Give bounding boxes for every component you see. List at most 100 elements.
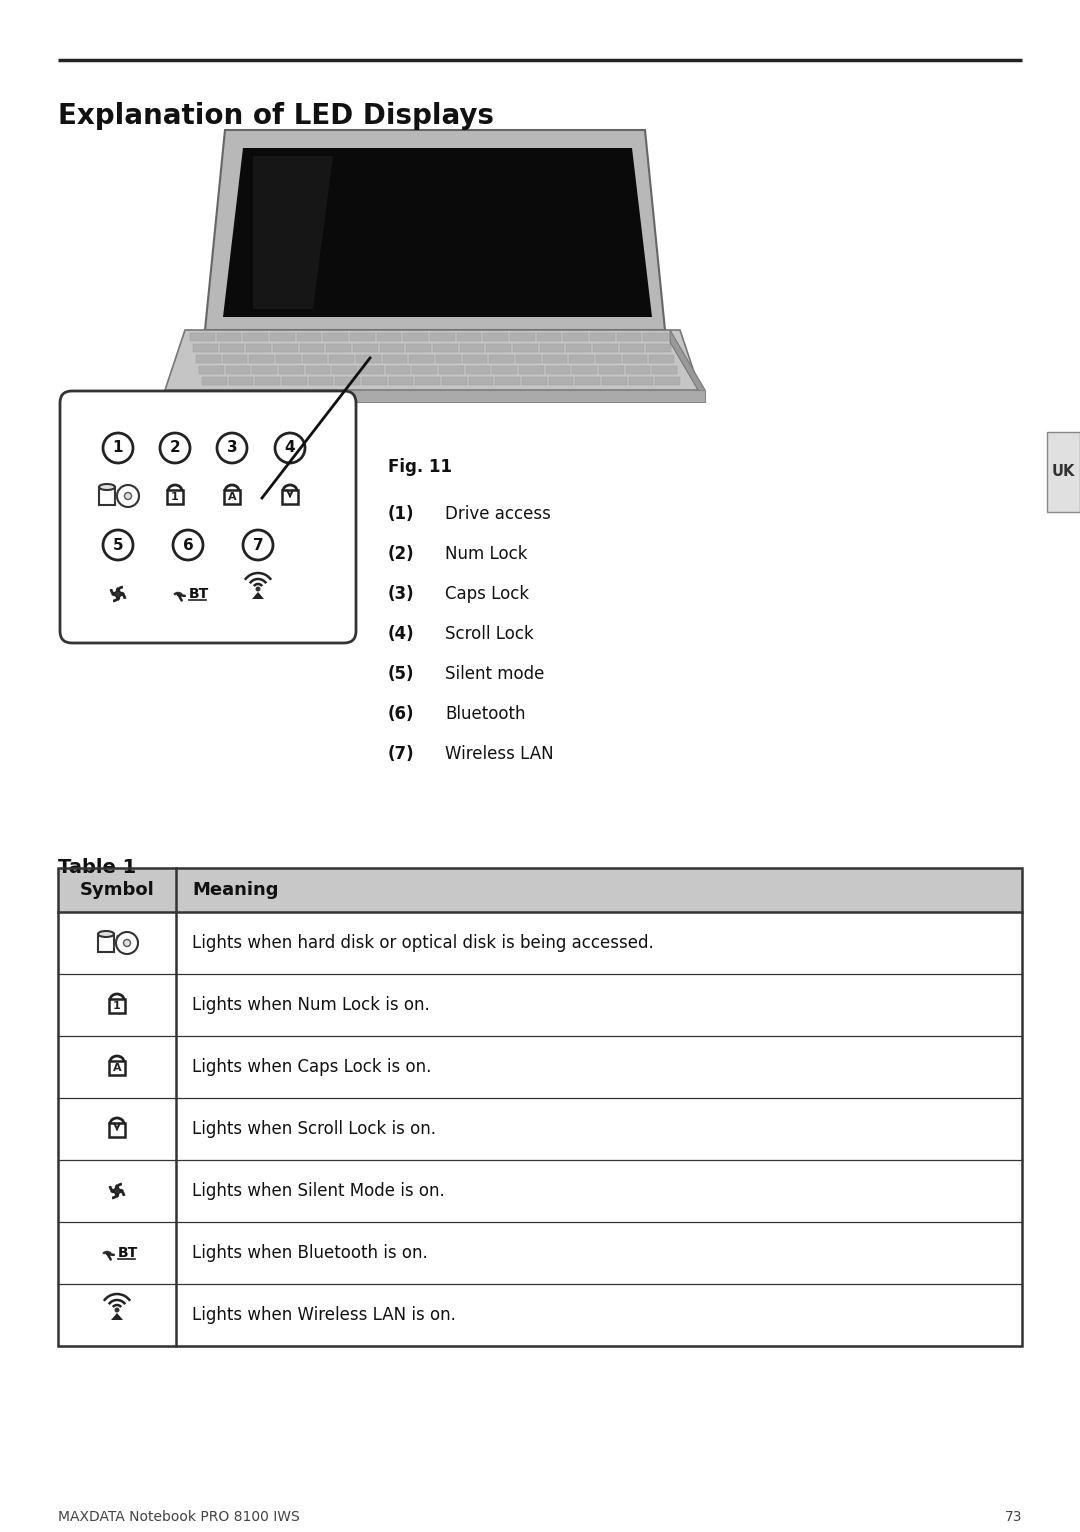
Polygon shape bbox=[644, 332, 669, 342]
Polygon shape bbox=[377, 332, 402, 342]
Polygon shape bbox=[222, 355, 247, 363]
Polygon shape bbox=[200, 329, 670, 345]
Text: 1: 1 bbox=[112, 441, 123, 455]
Polygon shape bbox=[629, 377, 653, 385]
Text: Lights when Wireless LAN is on.: Lights when Wireless LAN is on. bbox=[192, 1305, 456, 1324]
Polygon shape bbox=[253, 366, 276, 374]
Polygon shape bbox=[433, 345, 458, 352]
Polygon shape bbox=[549, 377, 573, 385]
Polygon shape bbox=[282, 377, 307, 385]
Polygon shape bbox=[199, 366, 224, 374]
Polygon shape bbox=[537, 332, 562, 342]
Polygon shape bbox=[576, 377, 600, 385]
Text: Caps Lock: Caps Lock bbox=[445, 585, 529, 604]
Polygon shape bbox=[625, 366, 650, 374]
Polygon shape bbox=[545, 366, 570, 374]
Text: (2): (2) bbox=[388, 545, 415, 562]
Text: BT: BT bbox=[118, 1246, 138, 1259]
Polygon shape bbox=[202, 377, 227, 385]
Polygon shape bbox=[276, 355, 300, 363]
Text: 2: 2 bbox=[170, 441, 180, 455]
Polygon shape bbox=[333, 366, 357, 374]
Polygon shape bbox=[489, 355, 514, 363]
Polygon shape bbox=[442, 377, 467, 385]
Polygon shape bbox=[217, 332, 241, 342]
Text: (3): (3) bbox=[388, 585, 415, 604]
Polygon shape bbox=[111, 1313, 123, 1321]
Polygon shape bbox=[569, 355, 594, 363]
Polygon shape bbox=[496, 377, 519, 385]
Text: (5): (5) bbox=[388, 665, 415, 683]
Polygon shape bbox=[564, 332, 588, 342]
Text: Num Lock: Num Lock bbox=[445, 545, 527, 562]
Text: Lights when Bluetooth is on.: Lights when Bluetooth is on. bbox=[192, 1244, 428, 1262]
Text: Lights when hard disk or optical disk is being accessed.: Lights when hard disk or optical disk is… bbox=[192, 935, 653, 951]
Text: 73: 73 bbox=[1004, 1511, 1022, 1524]
Polygon shape bbox=[193, 345, 218, 352]
Text: 7: 7 bbox=[253, 538, 264, 553]
Polygon shape bbox=[323, 332, 348, 342]
Polygon shape bbox=[380, 345, 404, 352]
Polygon shape bbox=[436, 355, 461, 363]
Polygon shape bbox=[492, 366, 517, 374]
Bar bbox=[167, 490, 183, 504]
Polygon shape bbox=[279, 366, 303, 374]
Polygon shape bbox=[309, 377, 334, 385]
Polygon shape bbox=[670, 329, 705, 401]
Polygon shape bbox=[190, 332, 215, 342]
FancyBboxPatch shape bbox=[60, 391, 356, 643]
Bar bbox=[58, 869, 1022, 912]
Polygon shape bbox=[306, 366, 330, 374]
Text: 6: 6 bbox=[183, 538, 193, 553]
Text: Drive access: Drive access bbox=[445, 506, 551, 522]
Bar bbox=[109, 1123, 125, 1137]
Text: Lights when Scroll Lock is on.: Lights when Scroll Lock is on. bbox=[192, 1120, 436, 1138]
Text: Symbol: Symbol bbox=[80, 881, 154, 899]
Bar bbox=[282, 490, 298, 504]
Polygon shape bbox=[620, 345, 645, 352]
Text: (4): (4) bbox=[388, 625, 415, 643]
Bar bbox=[109, 1062, 125, 1075]
Text: Lights when Caps Lock is on.: Lights when Caps Lock is on. bbox=[192, 1059, 431, 1075]
Polygon shape bbox=[252, 591, 264, 599]
Text: Lights when Num Lock is on.: Lights when Num Lock is on. bbox=[192, 996, 430, 1014]
Polygon shape bbox=[416, 377, 440, 385]
Polygon shape bbox=[519, 366, 543, 374]
Text: MAXDATA Notebook PRO 8100 IWS: MAXDATA Notebook PRO 8100 IWS bbox=[58, 1511, 300, 1524]
Polygon shape bbox=[386, 366, 410, 374]
Polygon shape bbox=[649, 355, 674, 363]
Text: /: / bbox=[114, 489, 120, 504]
Bar bbox=[1047, 432, 1080, 512]
Circle shape bbox=[103, 434, 133, 463]
Polygon shape bbox=[460, 345, 484, 352]
Polygon shape bbox=[382, 355, 407, 363]
Polygon shape bbox=[646, 345, 671, 352]
Bar bbox=[58, 869, 1022, 1347]
Polygon shape bbox=[273, 345, 298, 352]
Polygon shape bbox=[205, 130, 665, 329]
Polygon shape bbox=[326, 345, 351, 352]
Polygon shape bbox=[566, 345, 591, 352]
Polygon shape bbox=[329, 355, 354, 363]
Polygon shape bbox=[522, 377, 546, 385]
Polygon shape bbox=[270, 332, 295, 342]
Circle shape bbox=[124, 492, 132, 499]
Polygon shape bbox=[572, 366, 597, 374]
Polygon shape bbox=[542, 355, 567, 363]
Bar bbox=[109, 999, 125, 1013]
Text: Wireless LAN: Wireless LAN bbox=[445, 745, 554, 763]
Bar bbox=[98, 935, 114, 951]
Text: UK: UK bbox=[1052, 464, 1076, 480]
Polygon shape bbox=[590, 332, 615, 342]
Text: Table 1: Table 1 bbox=[58, 858, 136, 876]
Circle shape bbox=[116, 591, 121, 596]
Circle shape bbox=[160, 434, 190, 463]
Polygon shape bbox=[255, 377, 280, 385]
Circle shape bbox=[114, 1307, 120, 1313]
Bar bbox=[99, 487, 114, 506]
Polygon shape bbox=[510, 332, 535, 342]
Circle shape bbox=[243, 530, 273, 561]
Text: 5: 5 bbox=[112, 538, 123, 553]
Text: /: / bbox=[113, 936, 119, 950]
Polygon shape bbox=[413, 366, 437, 374]
